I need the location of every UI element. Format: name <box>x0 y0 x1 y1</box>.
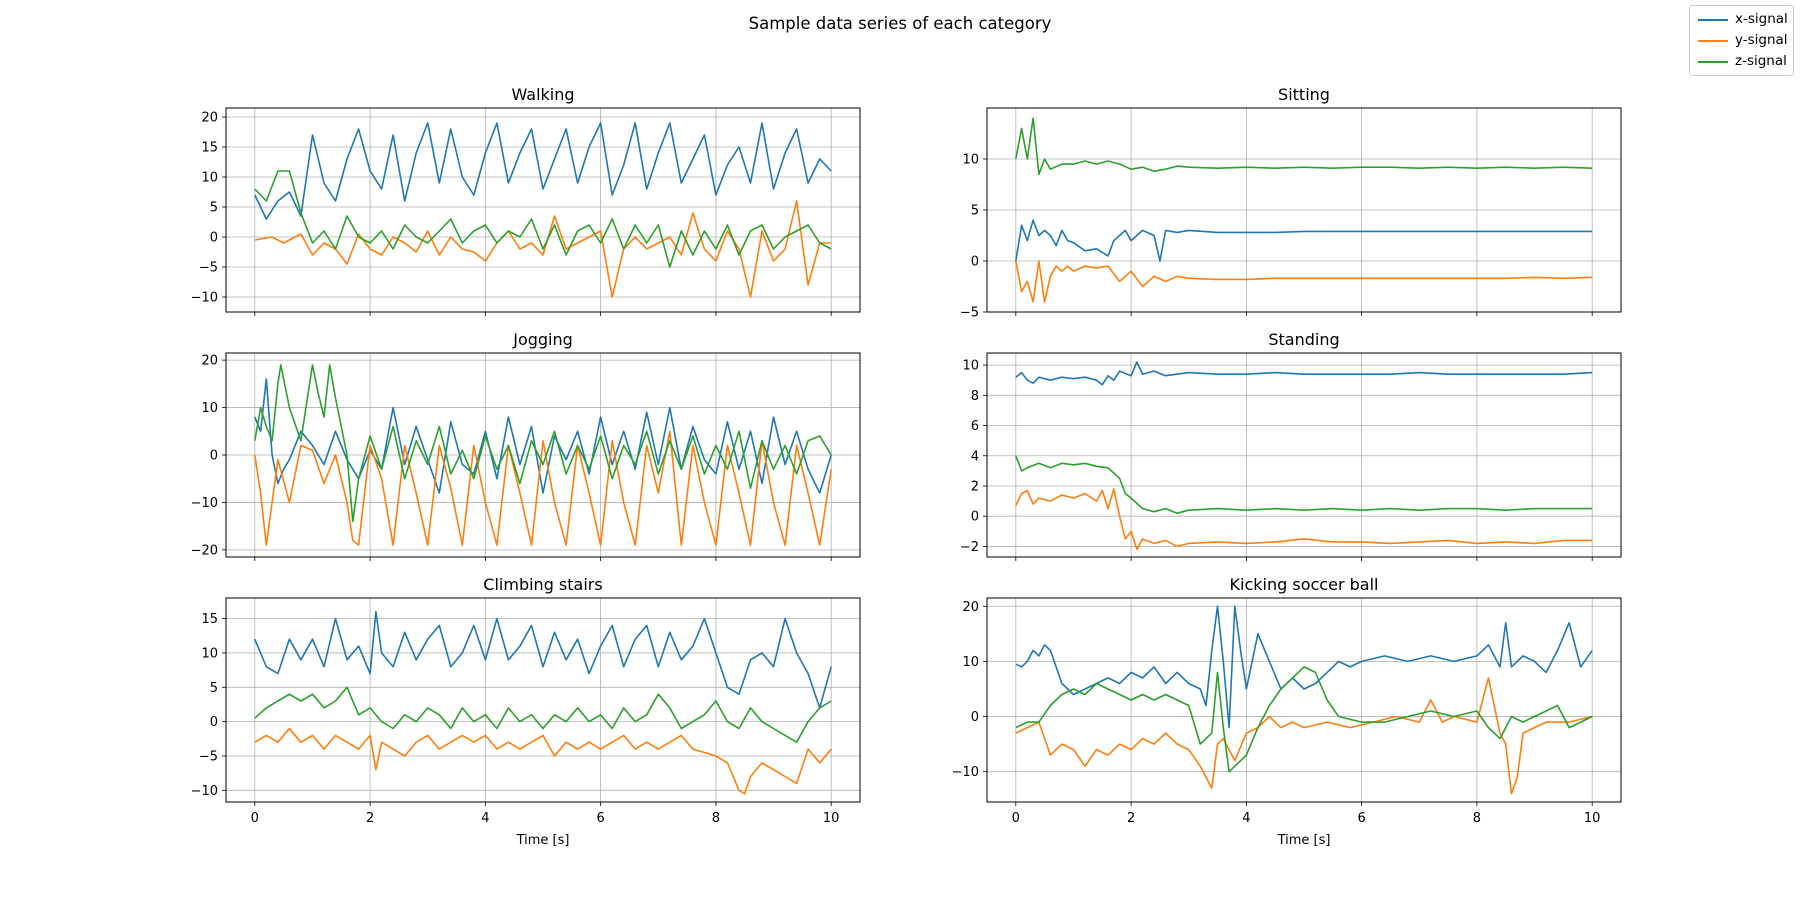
panel-sitting: −5 0 5 10 Sitting <box>960 85 1622 321</box>
panel-title: Sitting <box>1278 85 1330 104</box>
y-tick-label: 0 <box>971 255 979 270</box>
axes-frame <box>225 107 861 313</box>
legend-swatch-z <box>1698 61 1728 63</box>
x-tick-label: 8 <box>1473 811 1481 826</box>
y-tick-label: 10 <box>962 153 979 168</box>
legend-item-z: z-signal <box>1690 51 1793 72</box>
axes-frame <box>225 597 861 803</box>
y-tick-label: 10 <box>201 171 218 186</box>
x-tick-label: 2 <box>1127 811 1135 826</box>
x-tick-label: 4 <box>1242 811 1250 826</box>
series-line-z-signal <box>1015 666 1593 773</box>
axes-frame <box>986 597 1622 803</box>
series-line-z-signal <box>254 686 832 743</box>
y-tick-label: 6 <box>971 419 979 434</box>
y-tick-label: 10 <box>201 401 218 416</box>
panel-jogging: −20 −10 0 10 20 Jogging <box>191 330 861 561</box>
panel-title: Walking <box>511 85 574 104</box>
x-tick-label: 0 <box>1012 811 1020 826</box>
legend: x-signal y-signal z-signal <box>1689 5 1794 76</box>
series-line-x-signal <box>254 378 832 494</box>
y-tick-label: −10 <box>191 784 218 799</box>
panel-title: Standing <box>1268 330 1339 349</box>
y-tick-label: 20 <box>201 354 218 369</box>
y-tick-label: 0 <box>971 510 979 525</box>
x-tick-label: 0 <box>251 811 259 826</box>
series-line-z-signal <box>1015 117 1593 176</box>
panel-title: Climbing stairs <box>483 575 602 594</box>
y-tick-label: −5 <box>199 261 218 276</box>
y-tick-label: 2 <box>971 479 979 494</box>
y-tick-label: 15 <box>201 141 218 156</box>
y-tick-label: 10 <box>962 359 979 374</box>
axes-frame <box>986 352 1622 558</box>
figure-title: Sample data series of each category <box>748 14 1052 33</box>
x-axis-label: Time [s] <box>1277 833 1331 848</box>
y-tick-label: 20 <box>962 600 979 615</box>
series-line-z-signal <box>254 170 832 268</box>
series-line-z-signal <box>1015 455 1593 514</box>
y-tick-label: 10 <box>962 655 979 670</box>
y-tick-label: −5 <box>199 749 218 764</box>
legend-label-x: x-signal <box>1735 11 1788 27</box>
y-tick-label: 0 <box>210 449 218 464</box>
panel-walking: −10 −5 0 5 10 15 20 Walking <box>191 85 861 316</box>
legend-item-x: x-signal <box>1690 9 1793 30</box>
legend-swatch-x <box>1698 19 1728 21</box>
x-tick-label: 2 <box>366 811 374 826</box>
y-tick-label: 20 <box>201 111 218 126</box>
series-line-y-signal <box>1015 260 1593 303</box>
y-tick-label: 0 <box>210 715 218 730</box>
series-line-x-signal <box>1015 605 1593 729</box>
series-line-y-signal <box>254 430 832 546</box>
y-tick-label: 5 <box>210 201 218 216</box>
x-tick-label: 6 <box>1357 811 1365 826</box>
y-tick-label: 0 <box>210 231 218 246</box>
y-tick-label: −10 <box>191 496 218 511</box>
x-tick-label: 10 <box>823 811 840 826</box>
series-line-y-signal <box>1015 677 1593 795</box>
x-tick-label: 10 <box>1584 811 1601 826</box>
y-tick-label: 5 <box>971 204 979 219</box>
y-tick-label: −10 <box>191 291 218 306</box>
panel-title: Jogging <box>512 330 573 349</box>
series-line-x-signal <box>1015 361 1593 386</box>
legend-label-z: z-signal <box>1735 53 1787 69</box>
series-line-y-signal <box>254 727 832 795</box>
legend-swatch-y <box>1698 40 1728 42</box>
y-tick-label: −5 <box>960 306 979 321</box>
y-tick-label: 5 <box>210 681 218 696</box>
y-tick-label: −10 <box>952 765 979 780</box>
series-line-x-signal <box>254 610 832 709</box>
panel-climbing-stairs: 0 2 4 6 8 10 −10 −5 0 5 10 15 Climbing stairs Time [s… <box>191 575 861 848</box>
x-tick-label: 6 <box>596 811 604 826</box>
y-tick-label: 8 <box>971 389 979 404</box>
y-tick-label: 4 <box>971 449 979 464</box>
y-tick-label: 10 <box>201 646 218 661</box>
y-tick-label: −20 <box>191 543 218 558</box>
y-tick-label: −2 <box>960 540 979 555</box>
x-axis-label: Time [s] <box>516 833 570 848</box>
legend-item-y: y-signal <box>1690 30 1793 51</box>
panel-kicking-soccer-ball: 0 2 4 6 8 10 −10 0 10 20 Kicking soccer ball Time [… <box>952 575 1622 848</box>
series-line-x-signal <box>1015 219 1593 262</box>
series-line-z-signal <box>254 364 832 523</box>
y-tick-label: 15 <box>201 612 218 627</box>
series-line-x-signal <box>254 122 832 220</box>
x-tick-label: 8 <box>712 811 720 826</box>
panel-standing: −2 0 2 4 6 8 10 Standing <box>960 330 1622 561</box>
x-tick-label: 4 <box>481 811 489 826</box>
y-tick-label: 0 <box>971 710 979 725</box>
series-line-y-signal <box>1015 488 1593 551</box>
legend-label-y: y-signal <box>1735 32 1788 48</box>
panel-title: Kicking soccer ball <box>1230 575 1379 594</box>
